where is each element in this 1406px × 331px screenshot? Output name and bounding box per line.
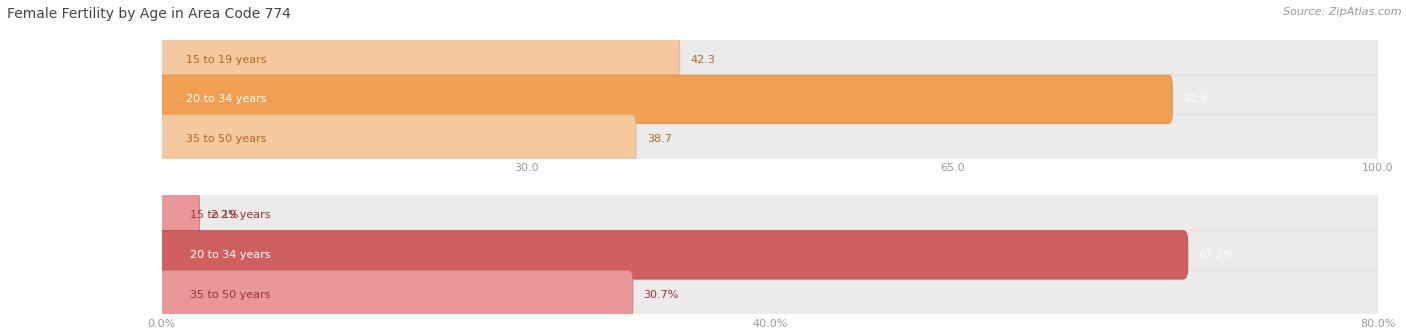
FancyBboxPatch shape (157, 270, 633, 319)
FancyBboxPatch shape (157, 115, 636, 163)
Text: Female Fertility by Age in Area Code 774: Female Fertility by Age in Area Code 774 (7, 7, 291, 21)
Text: Source: ZipAtlas.com: Source: ZipAtlas.com (1284, 7, 1402, 17)
FancyBboxPatch shape (157, 75, 1173, 123)
FancyBboxPatch shape (157, 75, 1382, 123)
Text: 15 to 19 years: 15 to 19 years (186, 55, 267, 65)
FancyBboxPatch shape (157, 270, 1382, 319)
FancyBboxPatch shape (157, 191, 1382, 239)
Text: 82.8: 82.8 (1184, 94, 1208, 104)
FancyBboxPatch shape (157, 191, 200, 239)
Text: 38.7: 38.7 (647, 134, 672, 144)
Text: 20 to 34 years: 20 to 34 years (190, 250, 270, 260)
Text: 67.2%: 67.2% (1198, 250, 1233, 260)
FancyBboxPatch shape (157, 231, 1188, 279)
Text: 20 to 34 years: 20 to 34 years (186, 94, 267, 104)
FancyBboxPatch shape (157, 35, 1382, 84)
Text: 30.7%: 30.7% (643, 290, 678, 300)
Text: 35 to 50 years: 35 to 50 years (186, 134, 266, 144)
Text: 35 to 50 years: 35 to 50 years (190, 290, 270, 300)
Text: 42.3: 42.3 (690, 55, 716, 65)
FancyBboxPatch shape (157, 115, 1382, 163)
FancyBboxPatch shape (157, 35, 679, 84)
Text: 2.2%: 2.2% (209, 210, 238, 220)
Text: 15 to 19 years: 15 to 19 years (190, 210, 270, 220)
FancyBboxPatch shape (157, 231, 1382, 279)
